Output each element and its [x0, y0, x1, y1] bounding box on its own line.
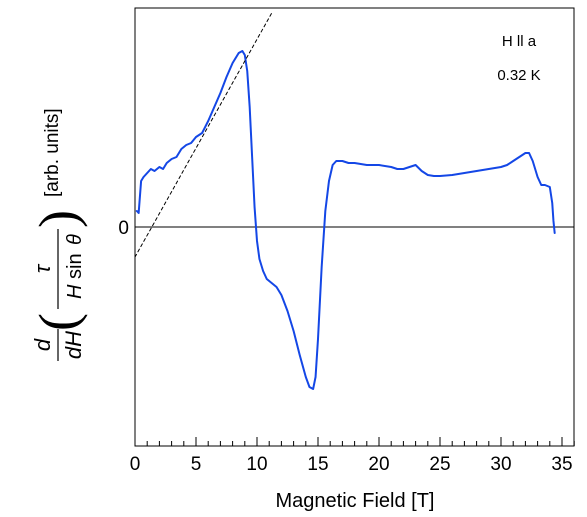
x-tick-label: 15 [307, 454, 328, 475]
x-tick-label: 20 [368, 454, 389, 475]
x-axis-ticks: 0 5 10 15 20 25 30 35 [130, 437, 575, 475]
ylabel-tau: τ [30, 263, 55, 273]
x-tick-label: 10 [246, 454, 267, 475]
x-tick-label: 0 [130, 454, 141, 475]
ylabel-H: H [64, 284, 86, 299]
y-tick-label-zero: 0 [118, 218, 129, 239]
ylabel-paren-left: ( [28, 313, 88, 331]
x-tick-label: 25 [429, 454, 450, 475]
annotation-orientation: H ll a [502, 33, 537, 50]
x-tick-label: 30 [490, 454, 511, 475]
ylabel-sin: sin [64, 253, 86, 279]
y-axis-title: d dH ( τ H sin θ ) [arb. units] [28, 108, 88, 361]
annotation-temperature: 0.32 K [497, 67, 540, 84]
series-layer [135, 10, 556, 390]
torque-derivative-curve [135, 50, 556, 390]
ylabel-units: [arb. units] [42, 108, 63, 197]
ylabel-dH: dH [61, 331, 86, 359]
ylabel-paren-right: ) [28, 210, 88, 228]
linear-fit-dashed-line [135, 10, 274, 258]
x-axis-title: Magnetic Field [T] [276, 490, 435, 512]
ylabel-d: d [30, 338, 55, 351]
x-tick-label: 35 [551, 454, 572, 475]
ylabel-theta: θ [64, 234, 86, 245]
x-tick-label: 5 [191, 454, 202, 475]
